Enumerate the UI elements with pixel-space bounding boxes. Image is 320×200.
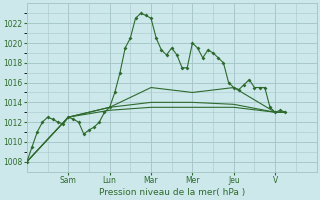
X-axis label: Pression niveau de la mer( hPa ): Pression niveau de la mer( hPa ) (99, 188, 245, 197)
